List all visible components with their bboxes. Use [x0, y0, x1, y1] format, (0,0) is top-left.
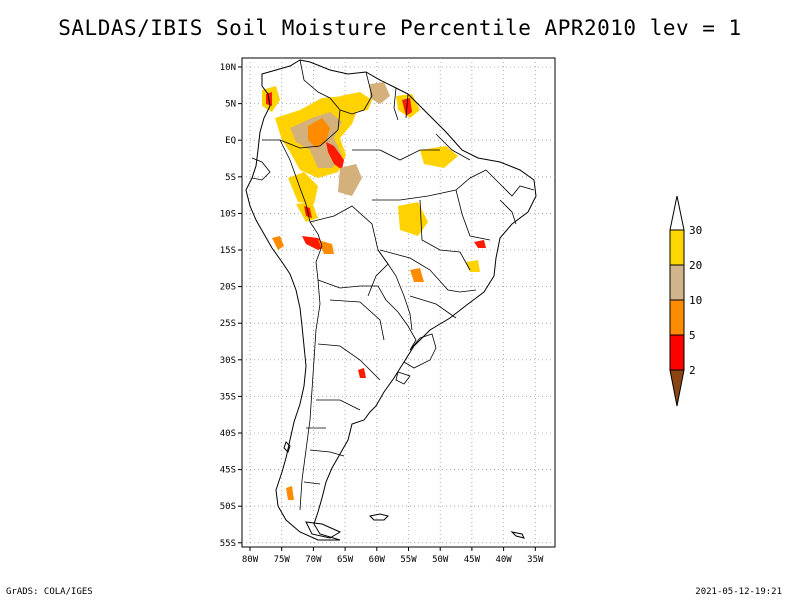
country-borders: [251, 59, 535, 511]
shade-gold-venezuela: [340, 92, 372, 112]
lat-label: 40S: [220, 429, 236, 439]
longitude-labels: 80W 75W 70W 65W 60W 55W 50W 45W 40W 35W: [242, 555, 544, 565]
lon-label: 45W: [464, 555, 481, 565]
border-brazil-states-3: [455, 189, 491, 241]
border-argentina-prov-1: [329, 299, 385, 341]
border-ecuador-peru: [251, 157, 271, 181]
shade-gold-andes: [272, 236, 284, 250]
lon-label: 40W: [495, 555, 512, 565]
border-brazil-states-9: [435, 133, 471, 161]
shade-orange-bolivia: [318, 240, 334, 254]
border-brazil-states-4: [419, 199, 471, 271]
colorbar-label-30: 30: [689, 224, 702, 237]
border-colombia-venezuela: [299, 59, 341, 131]
border-chile-argentina: [299, 279, 321, 511]
shade-red-nw-amazon: [326, 142, 344, 170]
coastlines: [245, 59, 537, 541]
percentile-shading: [262, 82, 486, 500]
shade-orange-patagonia: [286, 486, 294, 500]
lon-label: 70W: [305, 555, 322, 565]
border-paraguay-brazil: [377, 249, 413, 331]
lat-label: 30S: [220, 356, 236, 366]
lon-label: 80W: [242, 555, 259, 565]
lon-label: 60W: [369, 555, 386, 565]
border-brazil-states-1: [352, 149, 440, 161]
lat-label: 45S: [220, 466, 236, 476]
lat-label: 5N: [225, 100, 236, 110]
lat-lon-grid: [242, 58, 555, 547]
lon-label: 75W: [274, 555, 291, 565]
lon-label: 35W: [527, 555, 544, 565]
lat-label: 25S: [220, 319, 236, 329]
colorbar-legend: 30 20 10 5 2: [669, 195, 702, 407]
border-brazil-states-2: [372, 169, 487, 201]
border-uruguay: [403, 333, 437, 369]
border-argentina-prov-3: [316, 399, 361, 411]
lat-label: 5S: [225, 173, 236, 183]
lon-label: 55W: [400, 555, 417, 565]
shade-red-argentina: [358, 368, 366, 378]
border-bolivia-peru: [315, 245, 323, 281]
footer-credit: GrADS: COLA/IGES: [6, 587, 93, 597]
lat-label: 10N: [220, 63, 236, 73]
border-argentina-prov-2: [317, 343, 381, 381]
island-chiloe: [283, 441, 291, 453]
lat-label: 20S: [220, 283, 236, 293]
shade-orange-nw-amazon: [308, 118, 330, 148]
colorbar-label-10: 10: [689, 294, 702, 307]
border-peru-brazil: [279, 139, 323, 247]
border-argentina-brazil: [397, 311, 417, 351]
lat-label: 55S: [220, 539, 236, 549]
border-brazil-states-7: [485, 169, 535, 197]
colorbar-label-20: 20: [689, 259, 702, 272]
shade-gold-brazil-se: [410, 268, 424, 282]
border-brazil-bolivia: [309, 205, 389, 297]
shade-tan-central-amazon: [338, 164, 362, 196]
border-bolivia-paraguay: [339, 285, 399, 313]
colorbar-label-2: 2: [689, 364, 696, 377]
footer-timestamp: 2021-05-12-19:21: [695, 587, 782, 597]
lake-lagoa: [395, 371, 411, 385]
colorbar-label-5: 5: [689, 329, 696, 342]
shade-gold-guyana-small: [428, 150, 440, 160]
lat-label: EQ: [225, 136, 236, 146]
colorbar-swatch-10-20: [669, 264, 685, 301]
border-colombia-south: [262, 129, 339, 149]
shade-tan-guiana: [370, 82, 390, 104]
tierra-del-fuego: [305, 521, 342, 539]
border-guyana-suriname: [393, 87, 399, 121]
lat-label: 50S: [220, 502, 236, 512]
colorbar-bottom-arrow: [669, 369, 685, 407]
border-argentina-prov-4: [309, 449, 345, 457]
latitude-labels: 10N 5N EQ 5S 10S 15S 20S 25S 30S 35S 40S 45S 50S 55S: [220, 63, 236, 549]
lat-label: 35S: [220, 392, 236, 402]
lon-label: 65W: [337, 555, 354, 565]
lat-label: 10S: [220, 209, 236, 219]
shade-red-brazil-east: [474, 240, 486, 248]
axis-ticks: [238, 66, 536, 551]
lon-label: 50W: [432, 555, 449, 565]
south-america-coastline: [245, 59, 537, 541]
map-title: SALDAS/IBIS Soil Moisture Percentile APR…: [58, 16, 742, 40]
border-bolivia-argentina: [317, 279, 341, 289]
border-suriname-fg: [405, 93, 409, 119]
border-brazil-states-6: [409, 295, 457, 319]
island-east: [510, 531, 525, 539]
colorbar-swatch-2-5: [669, 334, 685, 371]
lat-label: 15S: [220, 246, 236, 256]
border-venezuela-guyana: [339, 71, 373, 115]
colorbar-swatch-20-30: [669, 229, 685, 266]
colorbar-swatch-5-10: [669, 299, 685, 336]
shade-gold-upper-amazon: [288, 172, 318, 204]
shade-red-bolivia: [302, 236, 326, 250]
border-brazil-states-8: [499, 199, 517, 225]
border-brazil-states-5: [379, 249, 477, 293]
border-argentina-prov-5: [303, 481, 321, 485]
colorbar-top-arrow: [669, 195, 685, 231]
falkland-islands: [368, 513, 389, 521]
